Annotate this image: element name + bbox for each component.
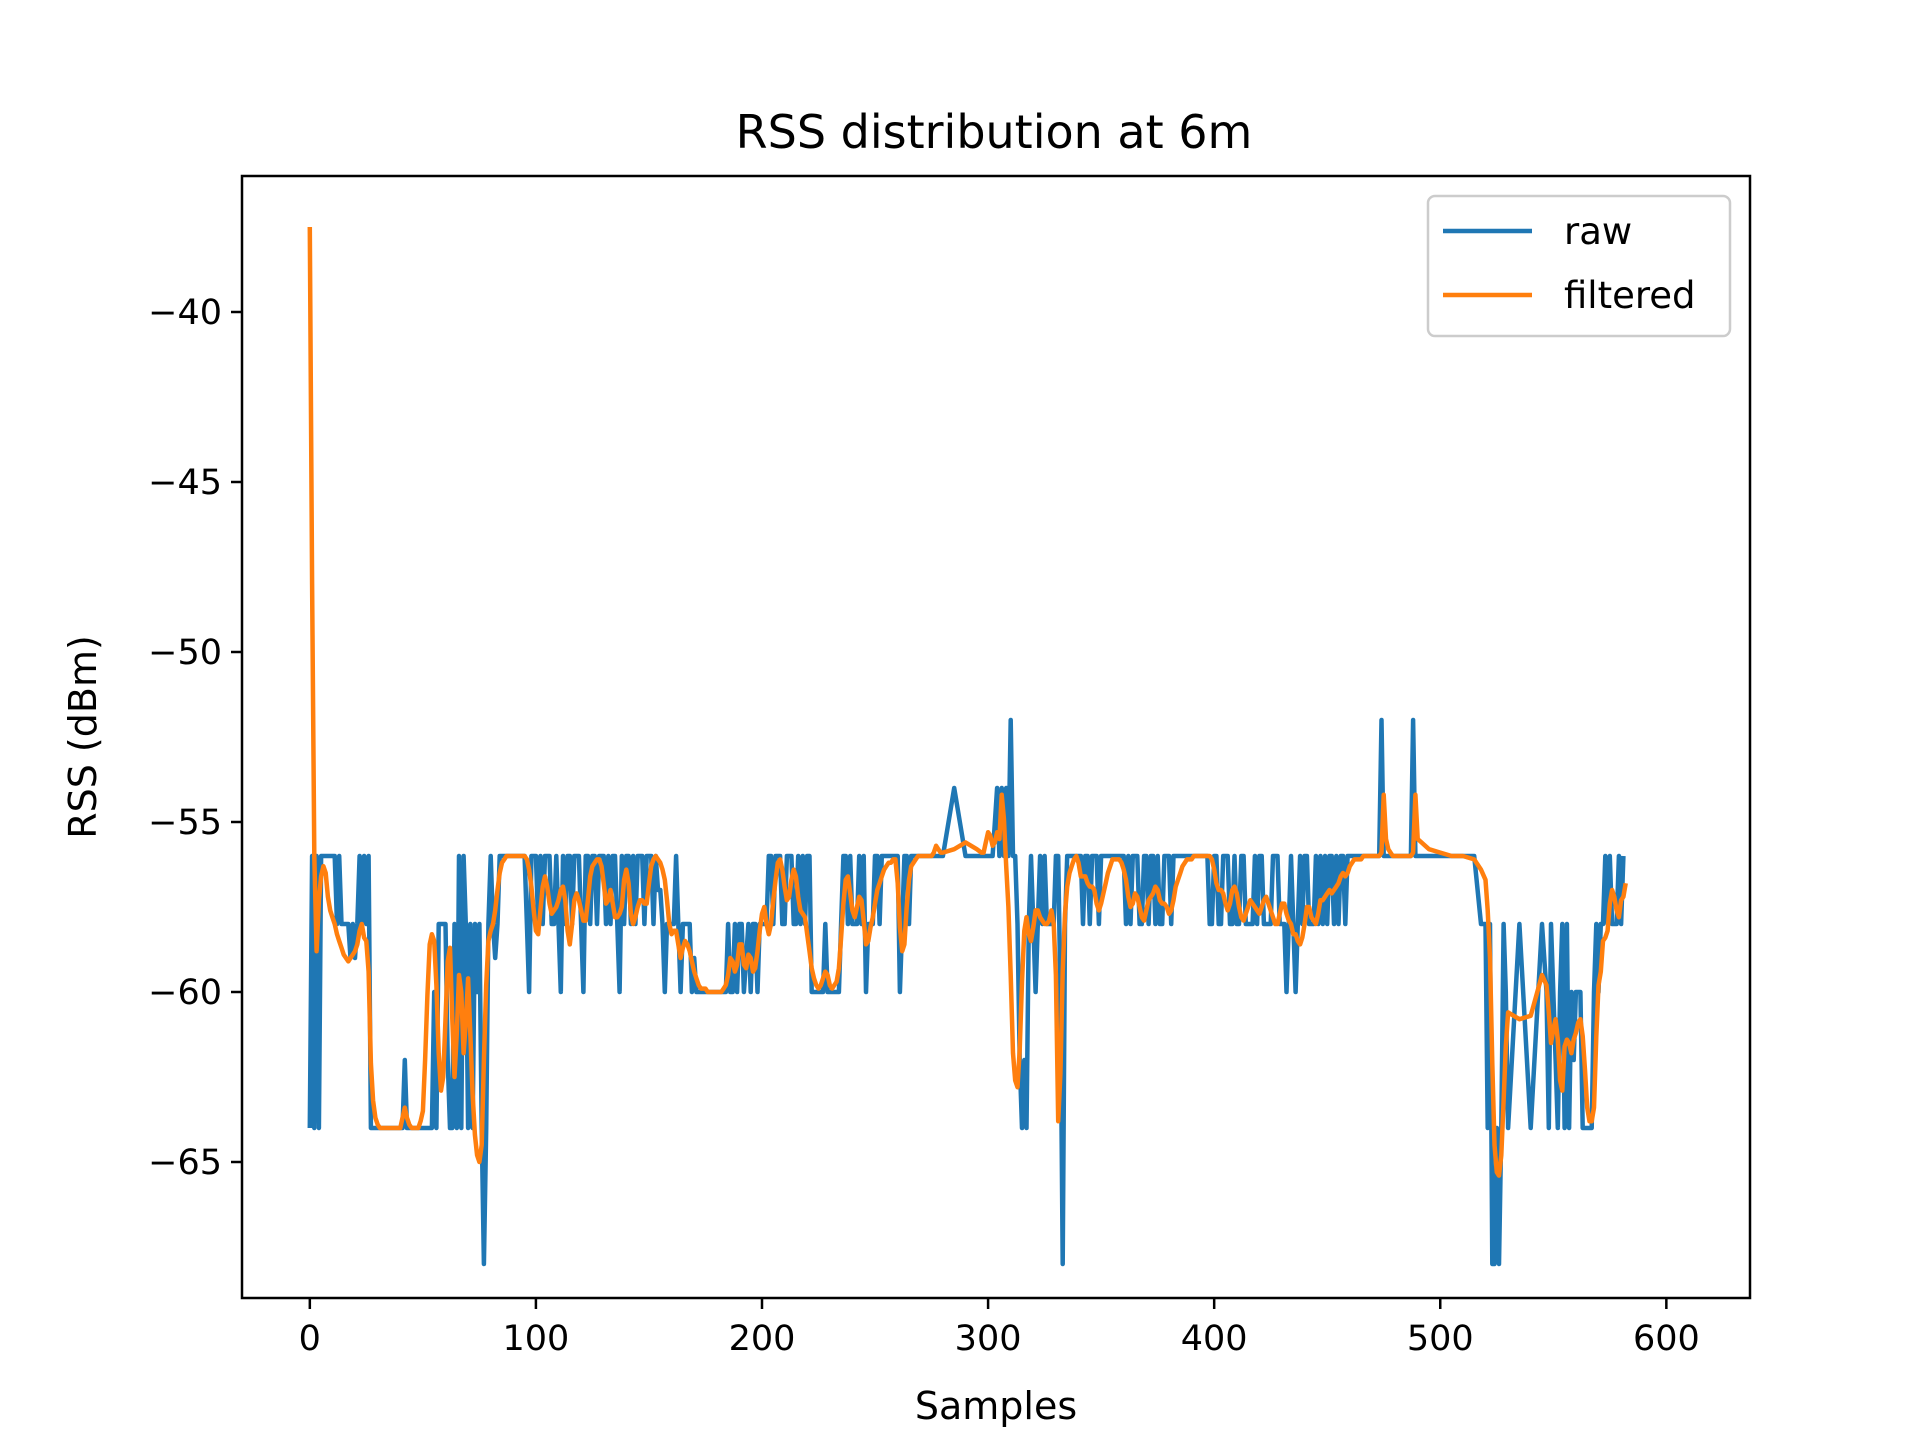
x-tick-label: 300: [955, 1319, 1022, 1359]
y-tick-label: −60: [148, 973, 222, 1013]
y-tick-label: −55: [148, 803, 222, 843]
x-tick-label: 600: [1633, 1319, 1700, 1359]
x-tick-label: 100: [503, 1319, 570, 1359]
y-tick-label: −40: [148, 293, 222, 333]
legend-label-filtered: filtered: [1564, 274, 1696, 317]
legend-label-raw: raw: [1564, 210, 1632, 253]
x-tick-label: 0: [299, 1319, 321, 1359]
y-tick-label: −45: [148, 463, 222, 503]
x-tick-label: 200: [729, 1319, 796, 1359]
x-tick-label: 500: [1407, 1319, 1474, 1359]
chart-title: RSS distribution at 6m: [736, 105, 1253, 159]
legend: raw filtered: [1428, 196, 1730, 336]
x-tick-label: 400: [1181, 1319, 1248, 1359]
y-tick-label: −65: [148, 1143, 222, 1183]
y-axis-label: RSS (dBm): [61, 635, 105, 839]
x-axis-label: Samples: [915, 1384, 1077, 1428]
y-tick-label: −50: [148, 633, 222, 673]
